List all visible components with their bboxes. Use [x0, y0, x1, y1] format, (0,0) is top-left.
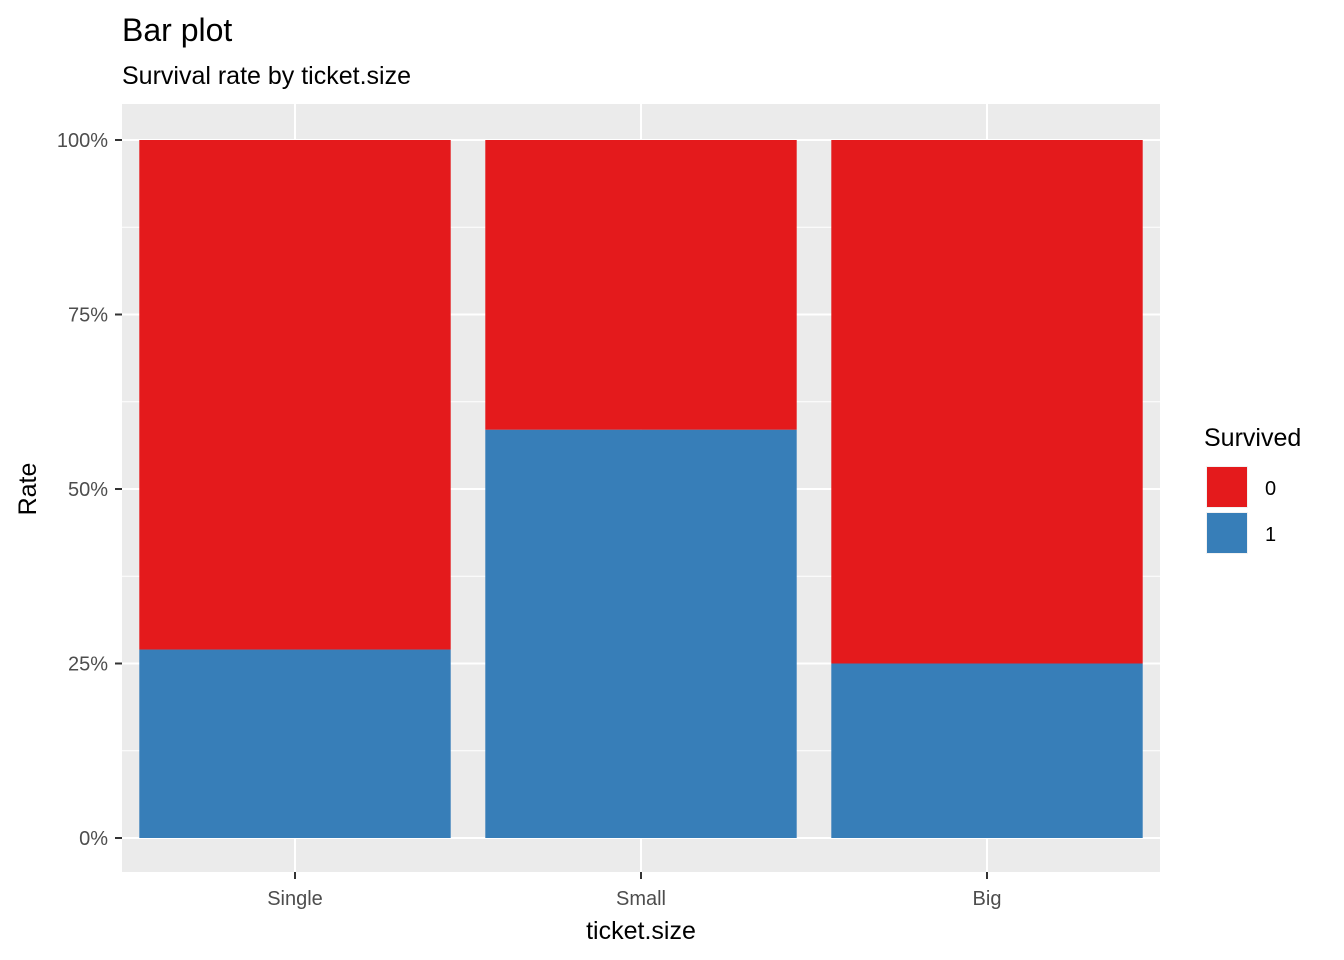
x-tick-label-big: Big [973, 888, 1002, 910]
chart-subtitle: Survival rate by ticket.size [122, 62, 411, 90]
x-axis-title: ticket.size [586, 917, 696, 945]
legend-swatch-0 [1207, 467, 1247, 507]
x-tick-label-single: Single [267, 888, 323, 910]
bar-single-survived-1 [139, 649, 451, 838]
legend: Survived 01 [1204, 424, 1301, 554]
y-axis: 0% 25% 50% 75% 100% [57, 130, 122, 850]
bar-big-survived-0 [831, 140, 1143, 664]
y-tick-label: 25% [68, 654, 108, 676]
legend-swatch-1 [1207, 513, 1247, 553]
y-tick-label: 50% [68, 479, 108, 501]
bar-single-survived-0 [139, 140, 451, 650]
chart-title: Bar plot [122, 12, 232, 48]
legend-keys: 01 [1206, 466, 1276, 554]
bar-small-survived-1 [485, 429, 797, 838]
y-tick-label: 75% [68, 305, 108, 327]
legend-label-0: 0 [1265, 478, 1276, 500]
y-tick-label: 100% [57, 130, 108, 152]
x-axis: Single Small Big [267, 872, 1001, 910]
legend-label-1: 1 [1265, 524, 1276, 546]
bars-group [139, 140, 1143, 838]
y-axis-title: Rate [14, 463, 42, 516]
y-tick-label: 0% [79, 828, 108, 850]
x-tick-label-small: Small [616, 888, 666, 910]
bar-big-survived-1 [831, 663, 1143, 838]
bar-small-survived-0 [485, 140, 797, 430]
legend-title: Survived [1204, 424, 1301, 452]
